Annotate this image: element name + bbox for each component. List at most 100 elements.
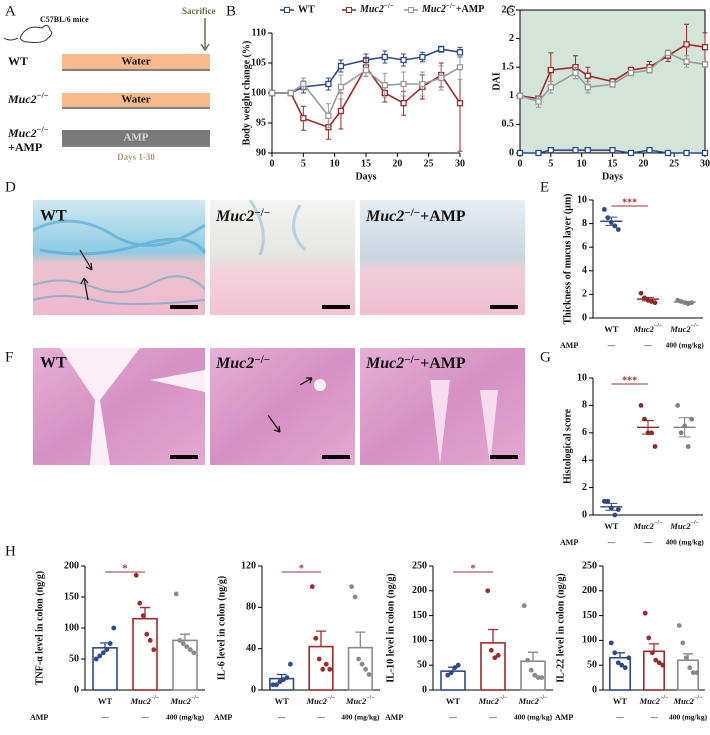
x-axis-label: Days: [602, 171, 623, 182]
data-point: [612, 512, 618, 518]
treatment-label: —: [448, 713, 457, 722]
x-tick-label: Muc2−/−: [639, 695, 669, 706]
legend-label: Muc2−/−+AMP: [421, 2, 484, 16]
marker: [456, 100, 464, 107]
legend-marker: [408, 7, 414, 13]
data-point: [313, 635, 319, 641]
y-tick-label: 2: [509, 33, 514, 44]
marker: [584, 72, 591, 79]
data-point: [352, 594, 358, 600]
x-axis-label: Days: [355, 171, 376, 182]
marker: [572, 69, 579, 77]
data-point: [532, 672, 538, 678]
data-point: [649, 650, 655, 656]
y-tick-label: 0: [251, 684, 256, 695]
marker: [701, 61, 709, 68]
data-point: [608, 640, 614, 646]
data-point: [274, 682, 279, 688]
error-bar: [276, 673, 287, 679]
y-tick-label: 0: [582, 509, 587, 520]
error-bar: [528, 651, 538, 662]
y-tick-label: 0: [422, 684, 427, 695]
marker: [646, 66, 653, 74]
data-point: [646, 635, 652, 641]
scale-bar: [170, 455, 198, 459]
panel-letter: H: [5, 543, 16, 559]
data-point: [642, 416, 647, 422]
bar: [92, 647, 118, 691]
image-label: Muc2−/−+AMP: [365, 354, 466, 372]
data-point: [100, 650, 106, 656]
treatment-label: —: [643, 341, 652, 350]
data-point: [97, 653, 103, 659]
data-point: [144, 631, 150, 637]
group-label: +AMP: [8, 140, 42, 154]
y-tick-label: 95: [256, 117, 266, 128]
lumen: [60, 348, 205, 465]
x-tick-label: 15: [361, 158, 371, 169]
legend-marker: [284, 7, 290, 13]
bar: [642, 650, 665, 691]
marker: [419, 80, 426, 88]
data-point: [690, 670, 696, 676]
legend-label: WT: [298, 4, 315, 15]
y-tick-label: 200: [412, 585, 427, 596]
x-tick-label: 10: [577, 158, 587, 169]
y-axis-label: Histological score: [562, 408, 573, 484]
bar: [347, 646, 373, 691]
treatment-label: —: [615, 713, 624, 722]
mouse-icon: [3, 24, 53, 43]
y-tick-label: 4: [582, 265, 587, 276]
data-point: [685, 444, 691, 449]
data-point: [495, 652, 501, 658]
significance: ***: [622, 375, 637, 386]
data-point: [615, 660, 621, 666]
data-point: [327, 666, 333, 672]
treatment-axis-label: AMP: [560, 538, 578, 547]
lumen: [314, 379, 326, 391]
y-tick-label: 0: [509, 147, 514, 158]
image-label: Muc2−/−: [215, 354, 270, 372]
y-tick-label: 1: [509, 90, 514, 101]
scale-bar: [322, 305, 350, 309]
marker: [664, 149, 672, 157]
y-tick-label: 2.5: [502, 4, 515, 15]
image-label: WT: [40, 208, 67, 225]
data-point: [281, 677, 286, 683]
y-axis-label: IL-10 level in colon (ng/g): [385, 573, 396, 682]
data-point: [448, 670, 454, 676]
y-tick-label: 150: [412, 610, 427, 621]
y-axis-label: IL-6 level in colon (ng/g): [216, 576, 227, 680]
data-point: [111, 625, 117, 631]
data-point: [694, 670, 700, 676]
data-point: [601, 207, 607, 212]
y-tick-label: 1.5: [502, 61, 515, 72]
data-point: [187, 647, 193, 653]
x-tick-label: WT: [604, 521, 619, 531]
panel-letter: G: [540, 349, 551, 365]
data-point: [356, 656, 361, 662]
data-point: [316, 656, 322, 662]
data-point: [678, 430, 684, 436]
y-axis-label: Thickness of mucus layer (μm): [562, 193, 573, 324]
x-tick-label: 30: [455, 158, 465, 169]
water-bar: [62, 93, 210, 107]
group-label: Muc2−/−: [7, 125, 49, 140]
data-point: [642, 295, 647, 301]
y-tick-label: 2: [582, 289, 587, 300]
data-point: [539, 675, 545, 680]
data-point: [638, 403, 644, 408]
panel-a: C57BL/6 mice Sacrifice WT Water Muc2−/− …: [3, 6, 215, 162]
treatment-axis-label: AMP: [214, 713, 232, 722]
data-point: [615, 227, 621, 232]
group-label: WT: [8, 54, 28, 68]
treatment-label: 400 (mg/kg): [669, 713, 708, 722]
data-point: [608, 220, 614, 225]
scale-bar: [170, 305, 198, 309]
x-tick-label: 10: [330, 158, 340, 169]
bar-label: AMP: [123, 132, 148, 144]
scale-bar: [490, 305, 518, 309]
texture: [32, 275, 206, 305]
x-tick-label: 0: [270, 158, 275, 169]
